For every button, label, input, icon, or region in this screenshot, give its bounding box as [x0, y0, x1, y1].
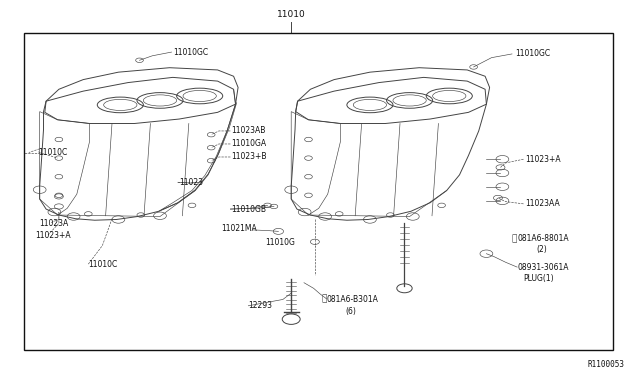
Text: 11023A: 11023A — [40, 219, 69, 228]
Text: 11023+A: 11023+A — [35, 231, 71, 240]
Text: 12293: 12293 — [248, 301, 273, 310]
Text: 11023AA: 11023AA — [525, 199, 559, 208]
Bar — [24, 33, 613, 350]
Text: 11023+A: 11023+A — [525, 155, 561, 164]
Text: 11010GC: 11010GC — [515, 49, 550, 58]
Text: Ⓑ: Ⓑ — [322, 294, 327, 303]
Text: 11010: 11010 — [277, 10, 305, 19]
Text: 11021MA: 11021MA — [221, 224, 257, 233]
Text: 081A6-8801A: 081A6-8801A — [517, 234, 569, 243]
Text: 11023AB: 11023AB — [232, 126, 266, 135]
Text: 11010G: 11010G — [266, 238, 296, 247]
Text: 11010C: 11010C — [88, 260, 118, 269]
Text: 11023+B: 11023+B — [232, 153, 267, 161]
Text: 081A6-B301A: 081A6-B301A — [326, 295, 378, 304]
Text: (2): (2) — [536, 246, 547, 254]
Text: Ⓑ: Ⓑ — [511, 234, 516, 243]
Text: PLUG(1): PLUG(1) — [524, 274, 554, 283]
Text: (6): (6) — [346, 307, 356, 316]
Text: 08931-3061A: 08931-3061A — [517, 263, 568, 272]
Text: 11010GA: 11010GA — [232, 140, 267, 148]
Text: 11010C: 11010C — [38, 148, 68, 157]
Text: R1100053: R1100053 — [587, 360, 624, 369]
Text: 11010GB: 11010GB — [232, 205, 267, 214]
Text: 11010GC: 11010GC — [173, 48, 208, 57]
Text: 11023: 11023 — [179, 178, 204, 187]
